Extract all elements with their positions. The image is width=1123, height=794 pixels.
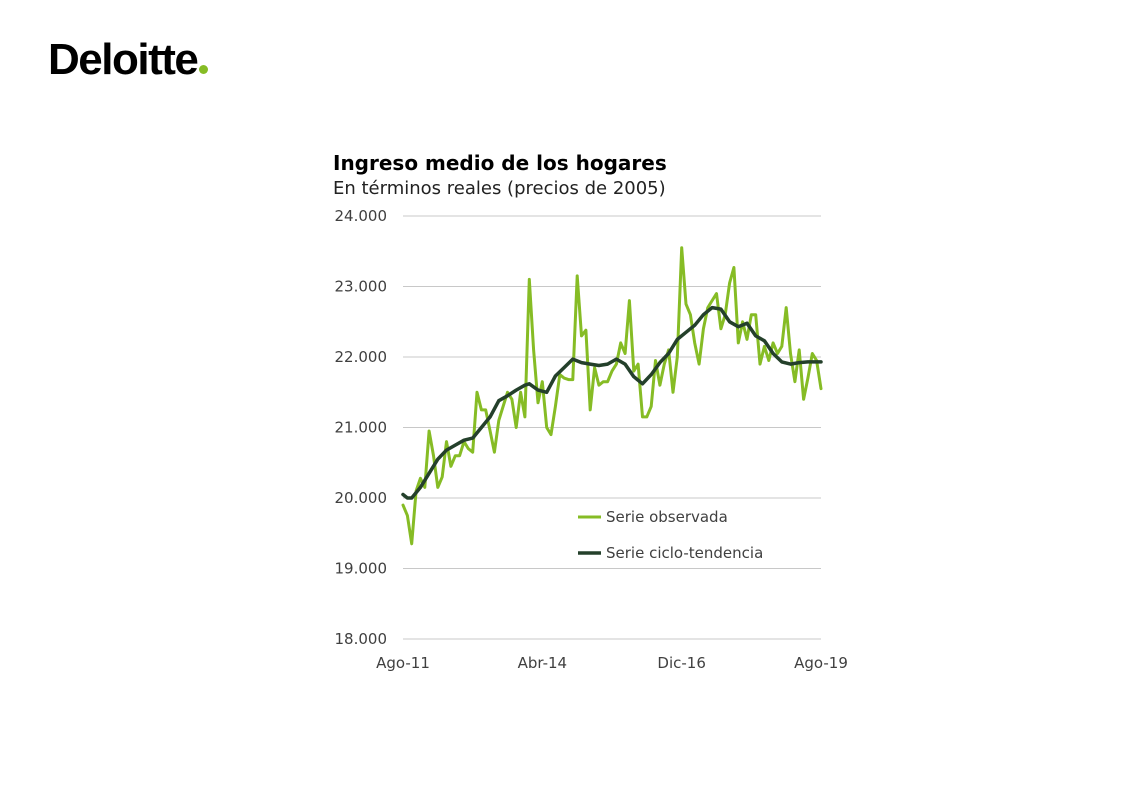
- y-axis-ticks: 18.000 19.000 20.000 21.000 22.000 23.000 24.0…: [335, 207, 388, 648]
- brand-name: Deloitte: [48, 35, 199, 84]
- deloitte-logo: Deloitte: [48, 35, 209, 84]
- y-tick-label: 19.000: [335, 560, 388, 578]
- series-line-observada: [401, 246, 823, 546]
- y-tick-label: 21.000: [335, 419, 388, 437]
- x-tick-label: Dic-16: [657, 654, 705, 672]
- legend-label: Serie ciclo-tendencia: [606, 544, 763, 562]
- y-tick-label: 20.000: [335, 489, 388, 507]
- series-line-ciclo-tendencia: [401, 305, 823, 500]
- y-tick-label: 24.000: [335, 207, 388, 225]
- x-tick-label: Ago-11: [376, 654, 430, 672]
- series-lines: [401, 246, 823, 546]
- x-axis-ticks: Ago-11 Abr-14 Dic-16 Ago-19: [376, 654, 848, 672]
- chart-title: Ingreso medio de los hogares: [333, 151, 667, 175]
- grid-lines: [403, 215, 821, 640]
- x-tick-label: Abr-14: [518, 654, 568, 672]
- chart-subtitle: En términos reales (precios de 2005): [333, 178, 666, 199]
- y-tick-label: 23.000: [335, 278, 388, 296]
- y-tick-label: 22.000: [335, 348, 388, 366]
- logo-green-dot-icon: [199, 65, 209, 74]
- legend: Serie observada Serie ciclo-tendencia: [578, 508, 763, 562]
- legend-label: Serie observada: [606, 508, 728, 526]
- x-tick-label: Ago-19: [794, 654, 848, 672]
- y-tick-label: 18.000: [335, 630, 388, 648]
